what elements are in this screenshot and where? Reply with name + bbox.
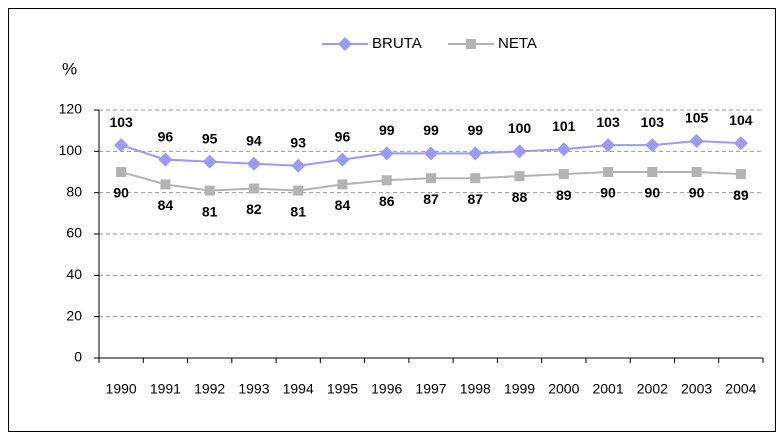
legend-label: NETA <box>498 35 537 52</box>
data-label: 89 <box>733 187 749 203</box>
y-tick-label: 40 <box>66 266 82 282</box>
data-label: 90 <box>645 185 661 201</box>
data-label: 90 <box>600 185 616 201</box>
data-label: 95 <box>202 130 218 146</box>
data-label: 84 <box>158 197 174 213</box>
data-point <box>426 173 436 184</box>
data-label: 81 <box>202 203 218 219</box>
data-point <box>381 175 392 186</box>
data-label: 99 <box>423 122 439 138</box>
data-point <box>158 152 173 167</box>
y-tick-label: 60 <box>66 225 82 241</box>
x-tick-label: 2003 <box>681 381 712 397</box>
data-label: 86 <box>379 193 395 209</box>
data-point <box>514 171 525 182</box>
legend-label: BRUTA <box>372 35 422 52</box>
x-tick-label: 1996 <box>371 381 402 397</box>
data-label: 93 <box>290 135 306 151</box>
x-tick-label: 1998 <box>460 381 491 397</box>
data-point <box>246 156 261 171</box>
y-axis-label: % <box>62 59 77 78</box>
data-label: 81 <box>290 203 306 219</box>
data-label: 94 <box>246 132 262 148</box>
data-label: 99 <box>379 122 395 138</box>
y-tick-label: 20 <box>66 307 82 323</box>
legend-marker <box>338 37 352 51</box>
y-tick-label: 0 <box>74 349 82 365</box>
data-point <box>248 183 259 194</box>
x-tick-label: 2000 <box>548 381 579 397</box>
y-tick-label: 120 <box>59 101 83 117</box>
data-label: 103 <box>109 114 133 130</box>
data-label: 84 <box>335 197 351 213</box>
data-point <box>204 185 215 196</box>
data-point <box>689 134 704 148</box>
data-label: 101 <box>552 118 576 134</box>
data-label: 99 <box>467 122 483 138</box>
data-label: 87 <box>423 191 439 207</box>
x-tick-label: 1991 <box>150 381 181 397</box>
data-point <box>291 158 306 173</box>
data-point <box>470 173 481 184</box>
chart-frame <box>8 8 776 432</box>
data-label: 96 <box>335 128 351 144</box>
data-label: 96 <box>158 128 174 144</box>
data-point <box>735 169 746 180</box>
data-point <box>645 138 660 153</box>
data-label: 103 <box>641 114 665 130</box>
data-point <box>114 138 129 153</box>
data-label: 105 <box>685 110 709 126</box>
data-point <box>512 144 527 159</box>
data-point <box>337 179 348 190</box>
x-tick-label: 2001 <box>592 381 623 397</box>
data-point <box>335 152 350 167</box>
data-label: 104 <box>729 112 753 128</box>
x-tick-label: 1993 <box>238 381 269 397</box>
data-label: 87 <box>467 191 483 207</box>
y-tick-label: 100 <box>59 142 83 158</box>
x-tick-label: 1997 <box>415 381 446 397</box>
data-point <box>733 136 748 151</box>
data-label: 89 <box>556 187 572 203</box>
data-point <box>202 154 217 169</box>
data-label: 82 <box>246 201 262 217</box>
data-point <box>647 167 658 177</box>
data-point <box>691 167 702 177</box>
legend-marker <box>466 39 476 49</box>
data-label: 88 <box>512 189 528 205</box>
data-point <box>116 167 127 177</box>
data-point <box>603 167 614 177</box>
data-point <box>556 142 571 157</box>
data-label: 103 <box>596 114 620 130</box>
data-point <box>468 146 483 161</box>
data-point <box>160 179 171 190</box>
x-tick-label: 1995 <box>327 381 358 397</box>
x-tick-label: 1999 <box>504 381 535 397</box>
data-label: 100 <box>508 120 532 136</box>
data-point <box>601 138 616 153</box>
x-tick-label: 1992 <box>194 381 225 397</box>
x-tick-label: 2002 <box>637 381 668 397</box>
x-tick-label: 1990 <box>106 381 137 397</box>
y-tick-label: 80 <box>66 183 82 199</box>
data-point <box>424 146 438 161</box>
x-tick-label: 1994 <box>283 381 314 397</box>
data-point <box>293 185 304 196</box>
data-point <box>379 146 394 161</box>
data-label: 90 <box>689 185 705 201</box>
x-tick-label: 2004 <box>725 381 756 397</box>
data-point <box>558 169 569 180</box>
data-label: 90 <box>113 185 129 201</box>
